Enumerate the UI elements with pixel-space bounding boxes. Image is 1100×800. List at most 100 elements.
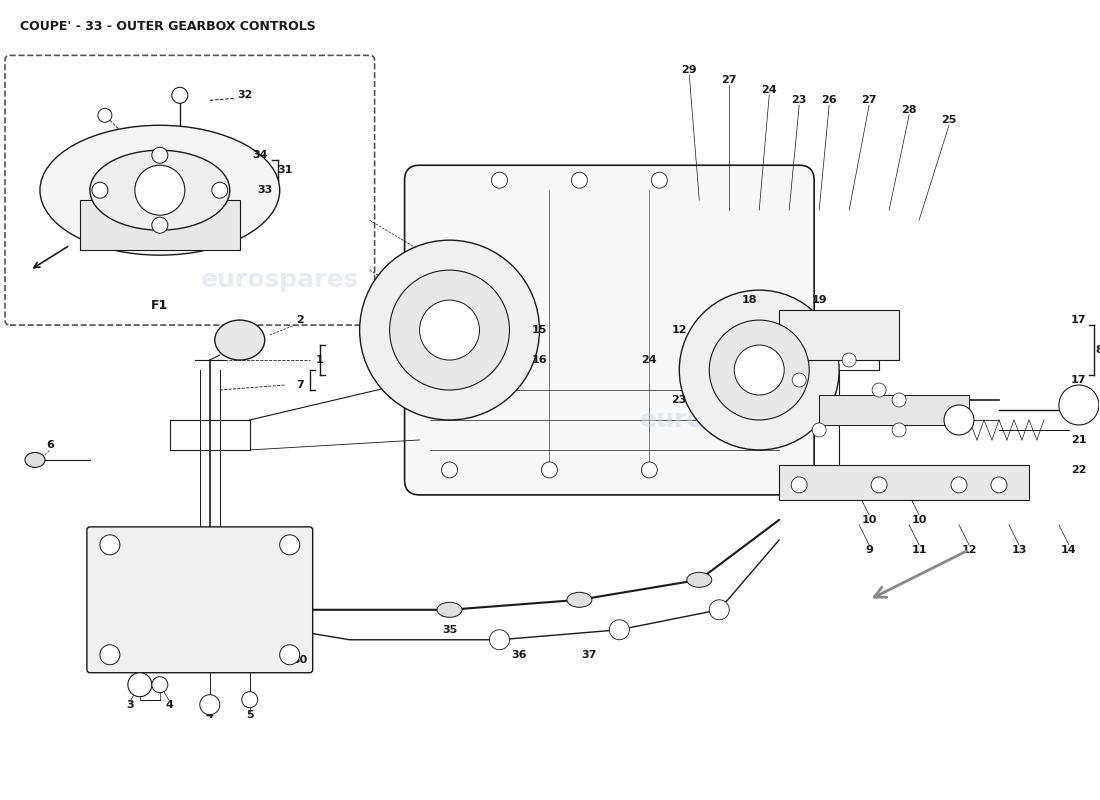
Text: 11: 11 xyxy=(911,545,927,555)
Circle shape xyxy=(279,645,299,665)
Text: 27: 27 xyxy=(861,95,877,106)
Ellipse shape xyxy=(214,320,265,360)
Text: 33: 33 xyxy=(257,186,273,195)
Circle shape xyxy=(892,423,906,437)
Ellipse shape xyxy=(40,126,279,255)
Circle shape xyxy=(389,270,509,390)
Circle shape xyxy=(152,217,168,233)
Ellipse shape xyxy=(686,572,712,587)
Circle shape xyxy=(710,600,729,620)
Text: 10: 10 xyxy=(861,515,877,525)
Text: A: A xyxy=(1076,401,1081,410)
Circle shape xyxy=(734,345,784,395)
Circle shape xyxy=(152,147,168,163)
Text: 8: 8 xyxy=(1094,345,1100,355)
Text: 29: 29 xyxy=(682,66,697,75)
Text: 14: 14 xyxy=(1062,545,1077,555)
Text: 24: 24 xyxy=(761,86,777,95)
Text: 28: 28 xyxy=(901,106,916,115)
Text: 23: 23 xyxy=(672,395,688,405)
FancyBboxPatch shape xyxy=(87,527,312,673)
Circle shape xyxy=(812,423,826,437)
Text: 34: 34 xyxy=(252,150,267,160)
Text: 12: 12 xyxy=(672,325,688,335)
Circle shape xyxy=(92,182,108,198)
Text: 17: 17 xyxy=(1071,375,1087,385)
Circle shape xyxy=(791,477,807,493)
Circle shape xyxy=(100,535,120,555)
Circle shape xyxy=(1059,385,1099,425)
Text: 24: 24 xyxy=(641,355,657,365)
Text: 32: 32 xyxy=(238,90,252,100)
Text: 31: 31 xyxy=(277,166,293,175)
Text: eurospares: eurospares xyxy=(200,268,359,292)
Text: 12: 12 xyxy=(961,545,977,555)
Circle shape xyxy=(100,645,120,665)
Circle shape xyxy=(792,373,806,387)
Circle shape xyxy=(991,477,1006,493)
Circle shape xyxy=(609,620,629,640)
Bar xyxy=(779,465,1028,500)
Circle shape xyxy=(419,300,480,360)
Circle shape xyxy=(441,462,458,478)
Text: 2: 2 xyxy=(296,315,304,325)
Circle shape xyxy=(571,172,587,188)
Circle shape xyxy=(490,630,509,650)
Text: 6: 6 xyxy=(46,440,54,450)
Text: 22: 22 xyxy=(1071,465,1087,475)
Circle shape xyxy=(360,240,539,420)
Text: F1: F1 xyxy=(151,298,168,311)
Circle shape xyxy=(128,673,152,697)
Bar xyxy=(779,310,899,360)
Text: 37: 37 xyxy=(582,650,597,660)
FancyBboxPatch shape xyxy=(6,55,375,325)
Circle shape xyxy=(541,462,558,478)
Text: 4: 4 xyxy=(166,700,174,710)
Text: 25: 25 xyxy=(942,115,957,126)
Text: 23: 23 xyxy=(792,95,807,106)
Text: 10: 10 xyxy=(912,515,926,525)
Text: 21: 21 xyxy=(1071,435,1087,445)
Bar xyxy=(80,200,240,250)
Circle shape xyxy=(944,405,974,435)
Circle shape xyxy=(200,694,220,714)
Circle shape xyxy=(492,172,507,188)
Text: 1: 1 xyxy=(316,355,323,365)
Ellipse shape xyxy=(25,453,45,467)
Text: 35: 35 xyxy=(442,625,458,634)
Circle shape xyxy=(152,677,168,693)
Text: A: A xyxy=(957,417,961,423)
Text: 26: 26 xyxy=(822,95,837,106)
Text: 3: 3 xyxy=(126,700,134,710)
Circle shape xyxy=(710,320,810,420)
Circle shape xyxy=(135,166,185,215)
Circle shape xyxy=(872,383,887,397)
Circle shape xyxy=(952,477,967,493)
Text: 16: 16 xyxy=(531,355,548,365)
Circle shape xyxy=(212,182,228,198)
Text: 20: 20 xyxy=(1071,405,1087,415)
Circle shape xyxy=(680,290,839,450)
Text: 13: 13 xyxy=(1011,545,1026,555)
Circle shape xyxy=(651,172,668,188)
Circle shape xyxy=(871,477,887,493)
Text: 18: 18 xyxy=(741,295,757,305)
Ellipse shape xyxy=(437,602,462,618)
Text: 5: 5 xyxy=(246,710,254,720)
Text: 27: 27 xyxy=(722,75,737,86)
Text: 7: 7 xyxy=(296,380,304,390)
Bar xyxy=(820,395,969,425)
Ellipse shape xyxy=(90,150,230,230)
Text: 36: 36 xyxy=(512,650,527,660)
Circle shape xyxy=(279,535,299,555)
Text: eurospares: eurospares xyxy=(640,408,799,432)
Circle shape xyxy=(98,108,112,122)
Text: 4: 4 xyxy=(206,710,213,720)
Text: 9: 9 xyxy=(866,545,873,555)
Text: 17: 17 xyxy=(1071,315,1087,325)
Circle shape xyxy=(892,393,906,407)
FancyBboxPatch shape xyxy=(405,166,814,495)
Ellipse shape xyxy=(566,592,592,607)
Circle shape xyxy=(843,353,856,367)
Text: COUPE' - 33 - OUTER GEARBOX CONTROLS: COUPE' - 33 - OUTER GEARBOX CONTROLS xyxy=(20,20,316,34)
